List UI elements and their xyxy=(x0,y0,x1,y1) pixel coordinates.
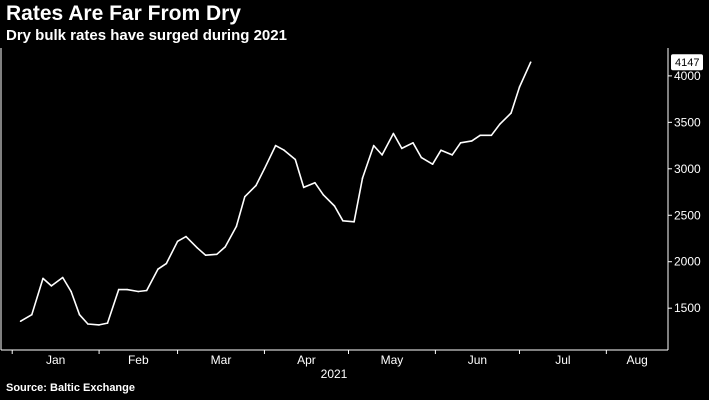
data-point xyxy=(431,163,434,165)
data-point xyxy=(322,194,325,196)
data-point xyxy=(274,144,277,147)
y-tick-label: 2000 xyxy=(674,255,701,269)
data-point xyxy=(61,276,64,279)
x-tick-label: Feb xyxy=(128,353,149,367)
source-note: Source: Baltic Exchange xyxy=(6,382,135,394)
chart-title: Rates Are Far From Dry xyxy=(6,2,241,25)
data-point xyxy=(176,240,179,243)
data-point xyxy=(244,195,246,198)
data-point xyxy=(381,154,383,156)
data-point xyxy=(70,290,72,293)
data-point xyxy=(412,142,414,144)
data-point xyxy=(126,288,128,291)
last-value-callout: 4147 xyxy=(671,54,703,71)
y-tick-label: 3000 xyxy=(674,162,701,176)
x-tick-label: Apr xyxy=(297,353,316,367)
data-point xyxy=(342,220,344,222)
data-point xyxy=(235,225,238,228)
data-point xyxy=(106,322,109,324)
data-point xyxy=(50,285,53,287)
data-point xyxy=(196,247,198,249)
data-point xyxy=(283,149,285,151)
x-tick-label: Jan xyxy=(46,353,65,367)
x-tick-label: May xyxy=(381,353,404,367)
data-point xyxy=(420,156,423,159)
data-point xyxy=(255,184,257,187)
data-point xyxy=(510,112,512,114)
data-point xyxy=(392,132,395,135)
data-point xyxy=(451,154,454,156)
data-point xyxy=(145,289,148,292)
data-point xyxy=(471,140,473,142)
data-point xyxy=(263,168,266,170)
data-point xyxy=(333,205,336,207)
x-tick-label: Jul xyxy=(555,353,570,367)
data-point xyxy=(87,323,89,325)
data-point xyxy=(224,246,226,248)
data-point xyxy=(499,123,501,125)
data-point xyxy=(19,320,22,323)
data-point xyxy=(42,277,44,280)
data-point xyxy=(294,158,297,161)
data-point xyxy=(137,290,140,293)
chart-subtitle: Dry bulk rates have surged during 2021 xyxy=(6,27,287,44)
data-point xyxy=(529,61,532,63)
y-tick-label: 1500 xyxy=(674,301,701,315)
data-point xyxy=(518,86,521,88)
data-points xyxy=(19,61,532,326)
x-axis-year-label: 2021 xyxy=(321,367,348,381)
data-point xyxy=(31,313,33,316)
data-point xyxy=(165,262,168,265)
data-point xyxy=(117,288,120,291)
x-ticks: Jan Feb Mar Apr May Jun Jul Aug xyxy=(11,350,648,367)
data-point xyxy=(490,134,493,137)
data-point xyxy=(185,235,187,238)
y-ticks: 1500 2000 2500 3000 3500 4000 xyxy=(668,69,701,315)
last-value-label: 4147 xyxy=(675,57,699,69)
y-tick-label: 4000 xyxy=(674,69,701,83)
y-tick-label: 3500 xyxy=(674,115,701,129)
data-point xyxy=(216,253,218,256)
data-point xyxy=(479,134,482,137)
data-point xyxy=(204,254,207,256)
data-point xyxy=(440,149,442,151)
plot-area: 1500 2000 2500 3000 3500 4000 Jan Feb Mar Apr May… xyxy=(0,48,703,381)
data-point xyxy=(361,177,364,179)
y-tick-label: 2500 xyxy=(674,208,701,222)
x-tick-label: Aug xyxy=(626,353,647,367)
data-point xyxy=(459,142,462,144)
data-point xyxy=(401,147,403,150)
data-point xyxy=(353,221,355,223)
x-tick-label: Jun xyxy=(468,353,487,367)
series-line xyxy=(20,61,532,326)
data-point xyxy=(314,181,316,184)
last-value-box xyxy=(671,54,703,71)
data-point xyxy=(157,268,159,271)
data-point xyxy=(372,144,375,147)
data-point xyxy=(302,186,305,189)
data-point xyxy=(98,324,100,326)
data-point xyxy=(78,313,81,316)
x-tick-label: Mar xyxy=(211,353,232,367)
